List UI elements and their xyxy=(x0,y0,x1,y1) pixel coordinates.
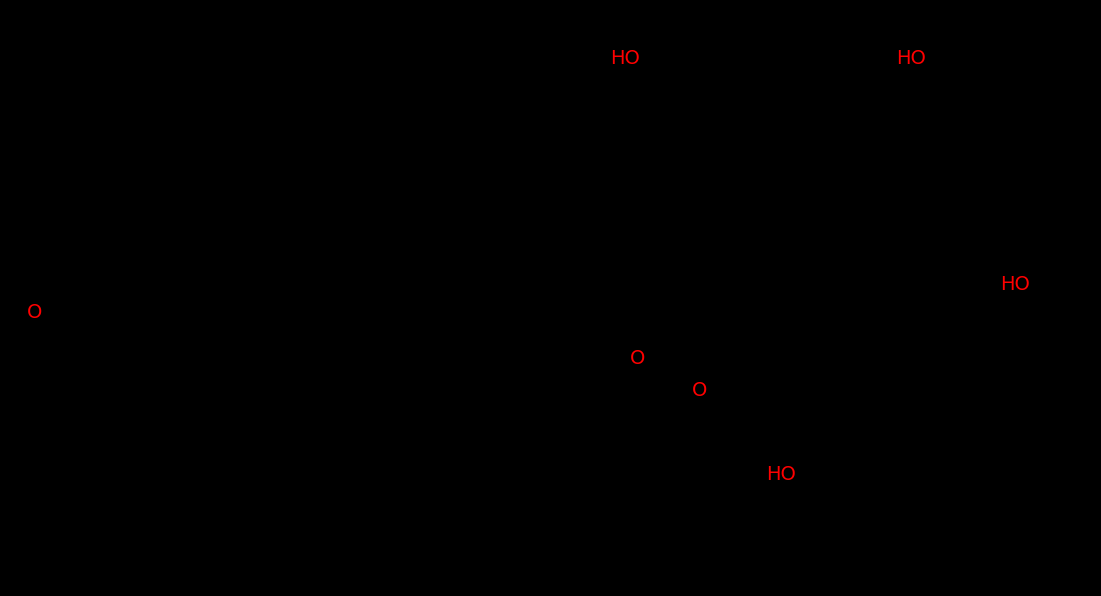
Text: HO: HO xyxy=(896,48,926,67)
Text: HO: HO xyxy=(1000,275,1029,294)
Text: HO: HO xyxy=(610,48,640,67)
Text: O: O xyxy=(26,303,42,321)
Text: O: O xyxy=(630,349,645,368)
Text: O: O xyxy=(693,380,708,399)
Text: HO: HO xyxy=(766,465,796,485)
